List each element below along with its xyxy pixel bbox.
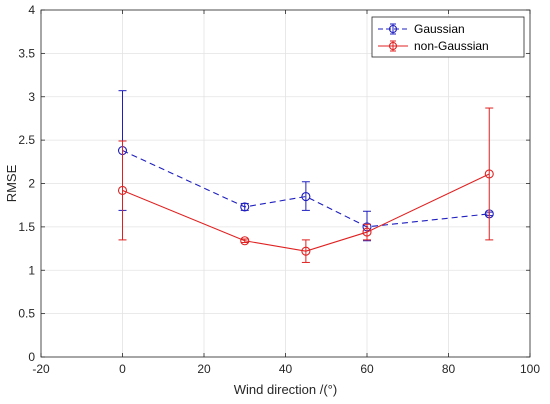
- y-tick-label: 2: [28, 177, 35, 191]
- y-axis-title: RMSE: [4, 164, 19, 202]
- y-tick-label: 1.5: [18, 220, 35, 234]
- legend-entry: Gaussian: [378, 22, 465, 36]
- x-axis-title: Wind direction /(°): [234, 382, 337, 397]
- legend-label: Gaussian: [414, 22, 465, 36]
- legend-label: non-Gaussian: [414, 39, 489, 53]
- y-tick-label: 4: [28, 3, 35, 17]
- legend: Gaussian non-Gaussian: [371, 16, 525, 58]
- legend-entry: non-Gaussian: [378, 39, 489, 53]
- x-tick-label: 20: [197, 362, 211, 376]
- y-tick-label: 0.5: [18, 307, 35, 321]
- data-point: [301, 246, 311, 256]
- data-point: [240, 236, 250, 246]
- data-point: [362, 227, 372, 237]
- legend-marker: [388, 24, 398, 34]
- series-non-gaussian: [117, 107, 494, 263]
- series-layer: [117, 90, 494, 263]
- data-point: [240, 202, 250, 212]
- legend-marker: [388, 41, 398, 51]
- x-tick-label: 0: [119, 362, 126, 376]
- x-tick-label: -20: [32, 362, 50, 376]
- y-tick-label: 1: [28, 263, 35, 277]
- y-tick-label: 0: [28, 350, 35, 364]
- x-tick-label: 60: [360, 362, 374, 376]
- x-tick-label: 80: [442, 362, 456, 376]
- x-tick-label: 40: [279, 362, 293, 376]
- y-tick-label: 3.5: [18, 46, 35, 60]
- series-line: [122, 150, 490, 228]
- y-tick-label: 3: [28, 90, 35, 104]
- x-tick-label: 100: [520, 362, 540, 376]
- data-point: [117, 185, 128, 195]
- data-point: [484, 169, 494, 179]
- legend-box: [371, 16, 525, 58]
- y-tick-label: 2.5: [18, 133, 35, 147]
- data-point: [301, 191, 311, 202]
